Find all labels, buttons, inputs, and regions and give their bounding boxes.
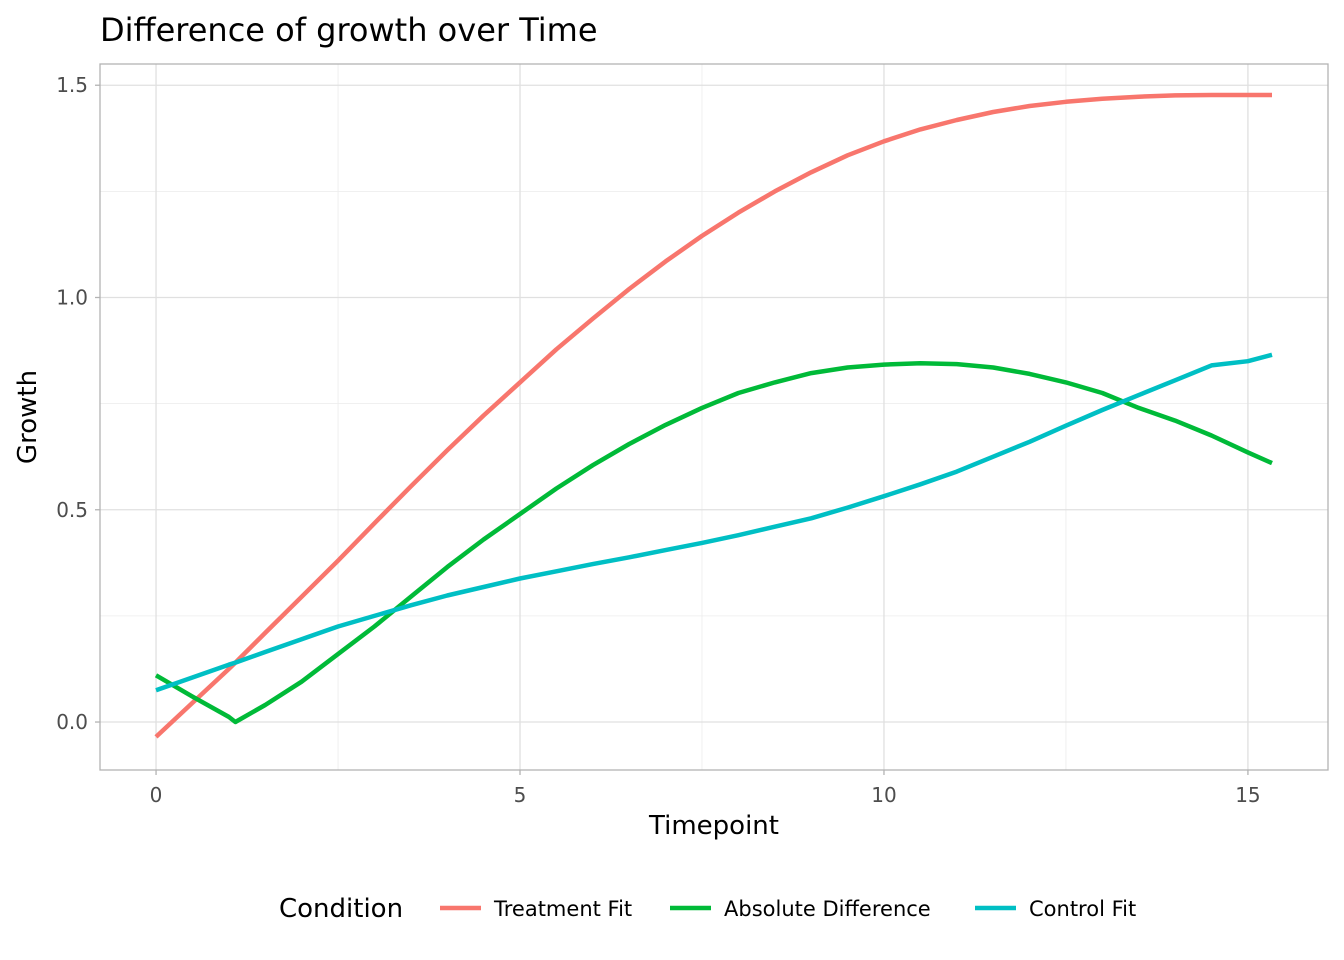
series-line-absolute-difference: [154, 361, 1273, 725]
x-tick-label: 5: [514, 783, 527, 807]
x-axis-ticks: 0 5 10 15: [150, 770, 1261, 807]
chart-title: Difference of growth over Time: [100, 11, 598, 49]
x-tick-label: 15: [1235, 783, 1260, 807]
minor-gridlines: [100, 64, 1328, 770]
y-tick-label: 0.0: [56, 710, 88, 734]
legend-label: Control Fit: [1029, 897, 1136, 921]
x-tick-label: 10: [871, 783, 896, 807]
y-tick-label: 0.5: [56, 498, 88, 522]
y-axis-title: Growth: [13, 370, 43, 464]
legend-title: Condition: [279, 894, 403, 924]
legend-label: Treatment Fit: [493, 897, 632, 921]
y-axis-ticks: 0.0 0.5 1.0 1.5: [56, 73, 100, 734]
legend: Condition Treatment Fit Absolute Differen…: [279, 894, 1136, 924]
legend-items: Treatment Fit Absolute Difference Control …: [440, 897, 1136, 921]
y-tick-label: 1.5: [56, 73, 88, 97]
x-axis-title: Timepoint: [648, 811, 779, 841]
y-tick-label: 1.0: [56, 285, 88, 309]
series-lines: [154, 92, 1273, 739]
plot-panel-border: [99, 63, 1329, 771]
x-tick-label: 0: [150, 783, 163, 807]
series-line-control-fit: [155, 352, 1273, 693]
major-gridlines: [100, 64, 1328, 770]
series-line-treatment-fit: [154, 92, 1272, 739]
legend-label: Absolute Difference: [724, 897, 931, 921]
